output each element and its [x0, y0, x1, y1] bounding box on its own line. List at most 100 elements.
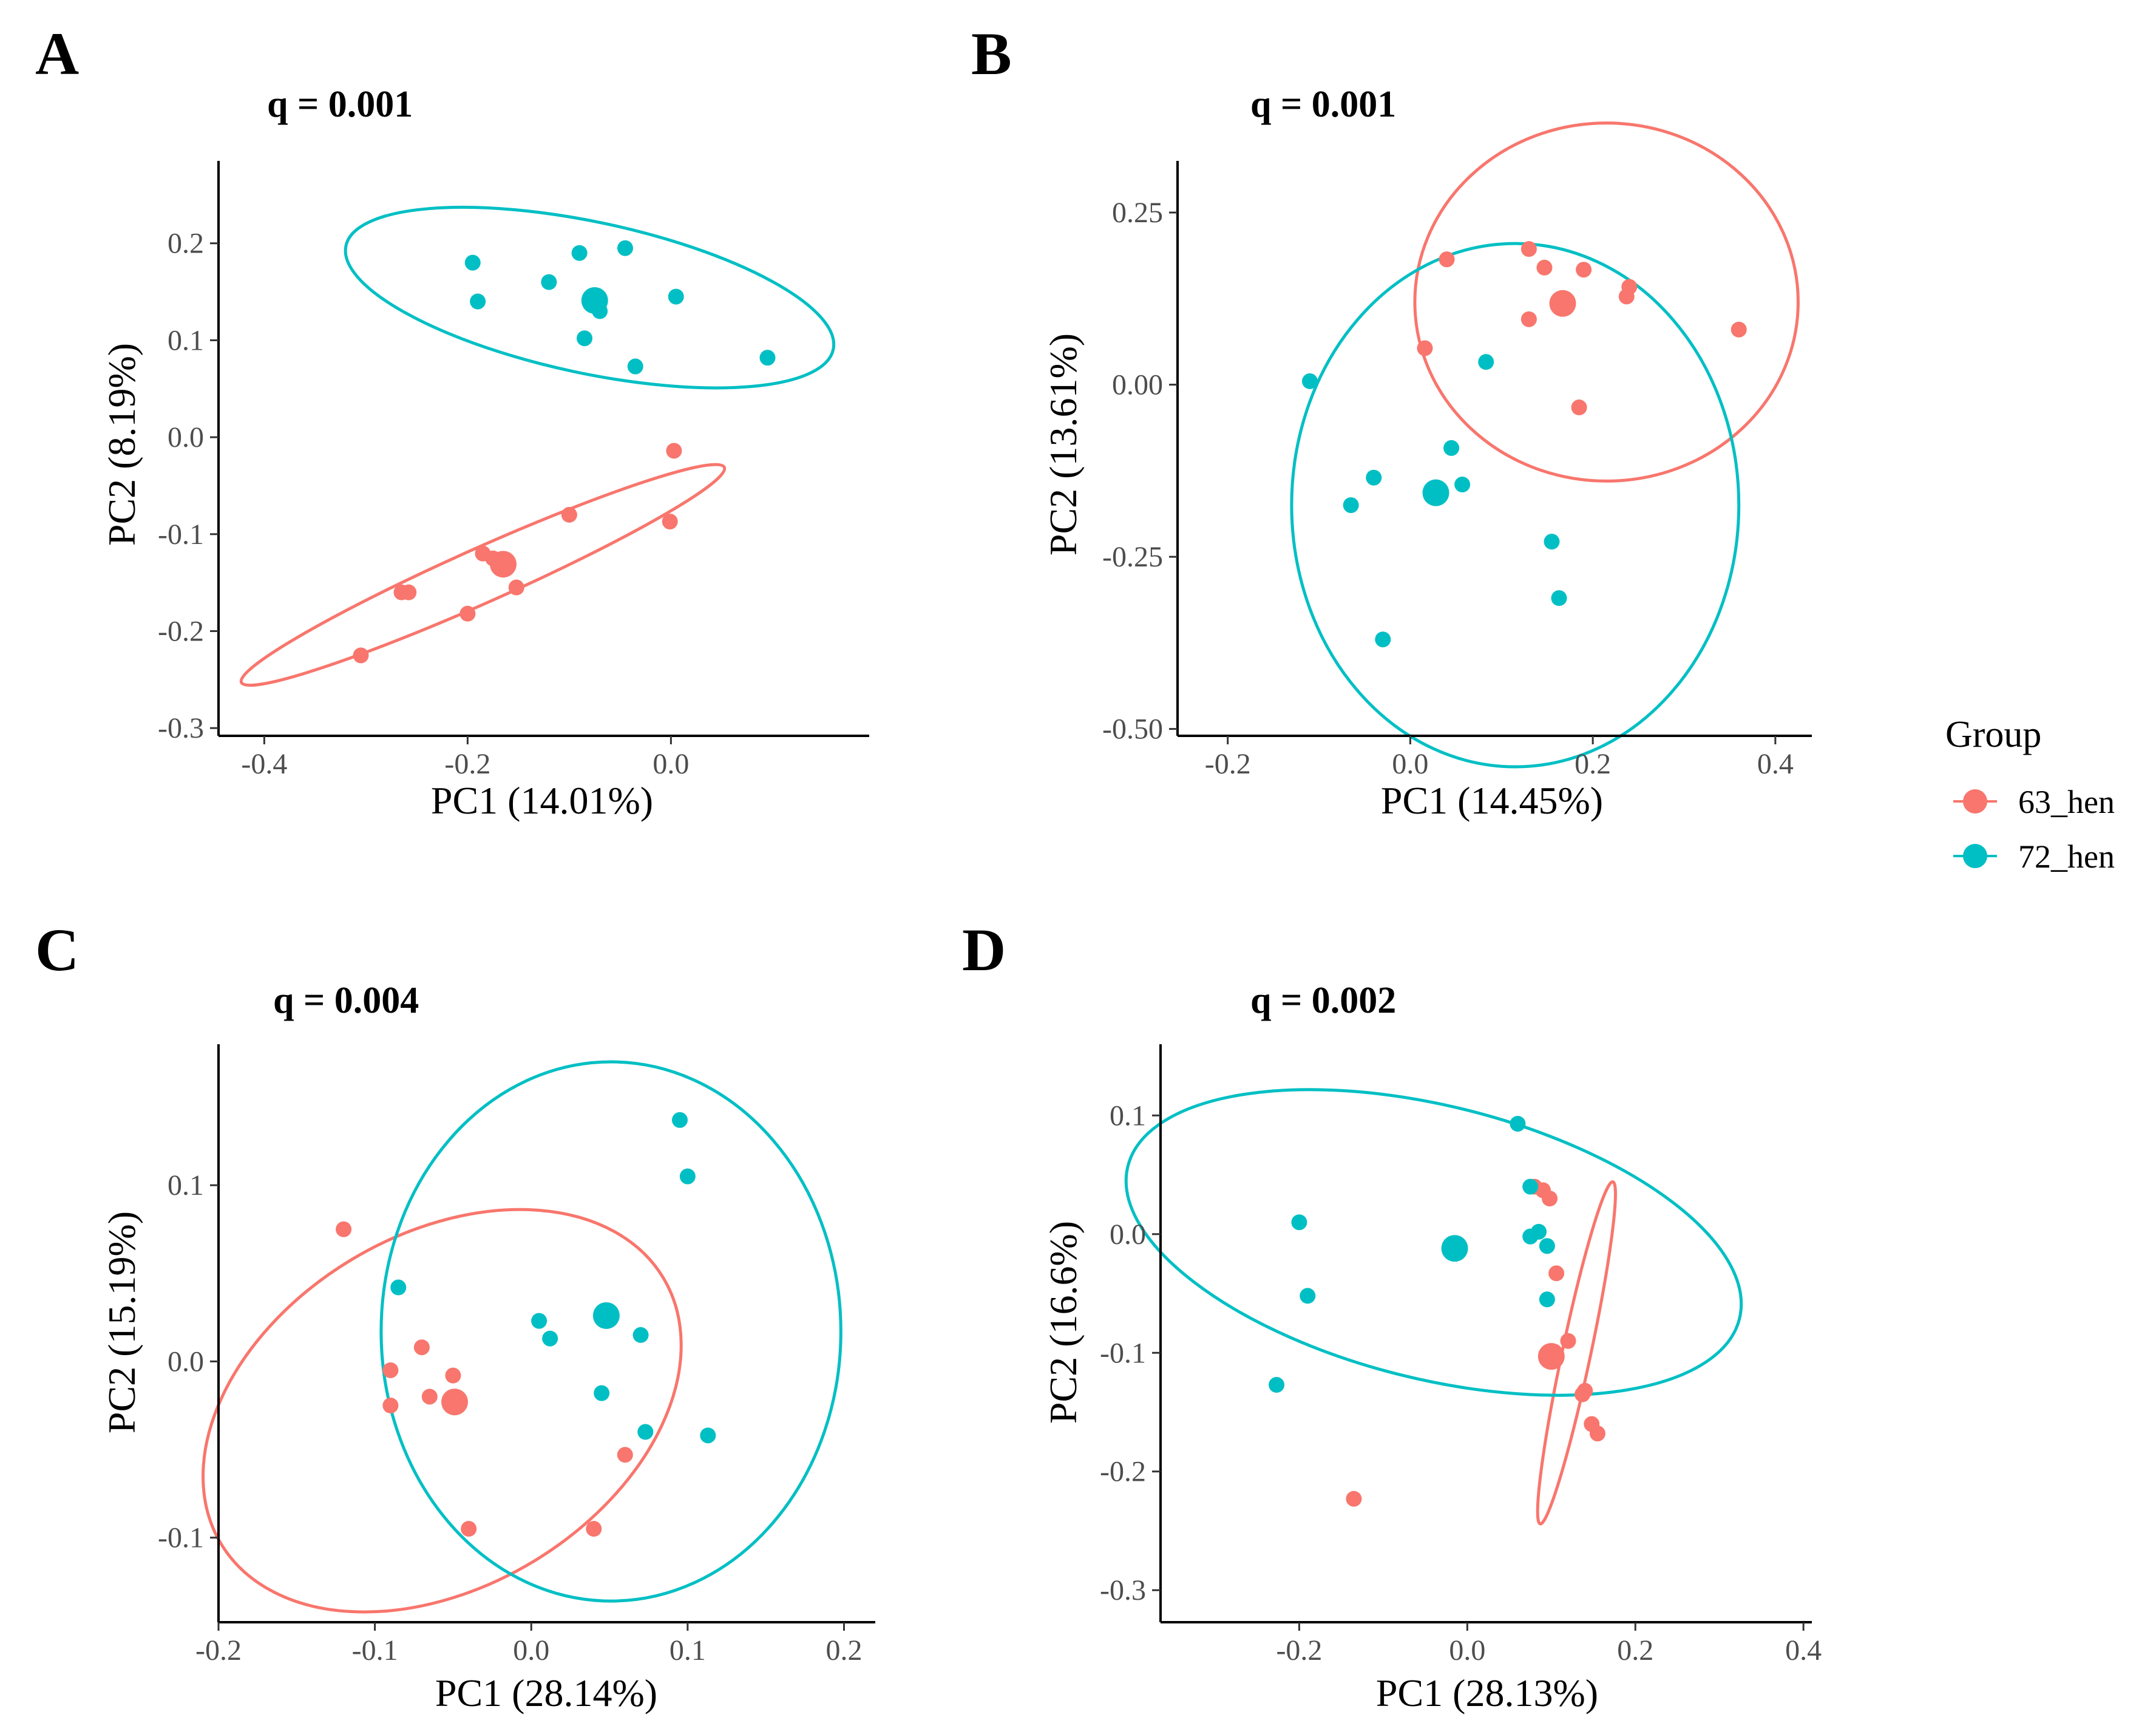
y-tick-label: -0.50 — [1102, 713, 1163, 746]
point-63-hen — [401, 584, 417, 600]
q-value-label: q = 0.002 — [1250, 980, 1396, 1021]
point-72-hen — [1454, 477, 1471, 493]
point-63-hen — [1571, 399, 1587, 416]
centroid-63-hen — [490, 551, 517, 578]
point-72-hen — [668, 288, 684, 305]
y-tick-label: -0.25 — [1102, 541, 1163, 573]
x-tick-label: -0.2 — [444, 748, 490, 780]
point-72-hen — [679, 1168, 696, 1184]
point-63-hen — [666, 443, 682, 459]
point-72-hen — [637, 1424, 654, 1440]
point-63-hen — [1589, 1426, 1605, 1442]
panel-letter: C — [35, 916, 79, 984]
ellipse-72-hen — [1290, 242, 1741, 769]
x-axis-title: PC1 (14.45%) — [1381, 779, 1603, 822]
x-tick-label: 0.4 — [1757, 748, 1794, 780]
point-63-hen — [1618, 288, 1635, 305]
panel-b: B q = 0.001 PC1 (14.45%) PC2 (13.61%) -0… — [971, 20, 1812, 822]
ellipse-63-hen — [239, 463, 727, 687]
point-72-hen — [1539, 1238, 1555, 1254]
x-axis-title: PC1 (14.01%) — [431, 779, 653, 822]
point-72-hen — [531, 1313, 547, 1329]
point-72-hen — [1302, 373, 1318, 389]
point-63-hen — [461, 1521, 477, 1537]
point-72-hen — [1522, 1178, 1539, 1195]
legend-label: 72_hen — [2018, 838, 2115, 875]
y-tick-label: 0.2 — [168, 228, 204, 260]
point-72-hen — [671, 1112, 688, 1128]
ellipse-63-hen — [1413, 121, 1800, 483]
centroid-72-hen — [581, 287, 608, 314]
panel-letter: D — [962, 916, 1006, 984]
point-63-hen — [1575, 1386, 1591, 1402]
x-tick-label: -0.2 — [1276, 1634, 1322, 1667]
point-72-hen — [571, 245, 588, 261]
point-72-hen — [1269, 1377, 1285, 1393]
centroid-72-hen — [592, 1302, 620, 1329]
point-72-hen — [700, 1427, 716, 1444]
point-63-hen — [382, 1362, 399, 1378]
y-tick-label: 0.0 — [168, 1345, 204, 1378]
q-value-label: q = 0.004 — [273, 980, 419, 1021]
centroid-63-hen — [441, 1388, 469, 1416]
q-value-label: q = 0.001 — [1250, 84, 1396, 125]
point-63-hen — [413, 1339, 430, 1356]
x-tick-label: 0.1 — [670, 1634, 706, 1667]
point-63-hen — [1542, 1191, 1558, 1207]
point-63-hen — [617, 1447, 633, 1463]
point-63-hen — [382, 1398, 399, 1413]
point-72-hen — [1522, 1228, 1539, 1245]
panel-letter: A — [35, 20, 79, 87]
point-72-hen — [1343, 497, 1359, 514]
point-72-hen — [390, 1279, 407, 1296]
x-axis-title: PC1 (28.14%) — [435, 1671, 657, 1715]
panel-d: D q = 0.002 PC1 (28.13%) PC2 (16.6%) -0.… — [962, 916, 1822, 1715]
ellipse-72-hen — [379, 1060, 842, 1603]
point-63-hen — [1560, 1333, 1576, 1349]
point-72-hen — [632, 1327, 649, 1343]
x-tick-label: 0.0 — [1392, 748, 1428, 780]
y-tick-label: -0.2 — [1100, 1456, 1146, 1488]
point-72-hen — [1300, 1288, 1316, 1304]
point-72-hen — [617, 240, 633, 256]
plot-area — [1124, 1088, 1743, 1526]
legend-title: Group — [1945, 714, 2041, 755]
legend-key-point — [1963, 844, 1987, 868]
x-tick-label: 0.2 — [1575, 748, 1611, 780]
point-63-hen — [1536, 259, 1553, 276]
point-72-hen — [1366, 469, 1382, 486]
x-tick-label: -0.2 — [1205, 748, 1251, 780]
y-tick-label: 0.25 — [1112, 197, 1163, 229]
point-72-hen — [577, 330, 592, 347]
ellipse-72-hen — [1124, 1088, 1743, 1397]
x-tick-label: -0.2 — [195, 1634, 242, 1667]
point-72-hen — [759, 350, 776, 366]
point-72-hen — [1291, 1214, 1307, 1231]
y-tick-label: -0.1 — [158, 518, 204, 551]
centroid-63-hen — [1549, 290, 1576, 317]
x-tick-label: 0.2 — [1617, 1634, 1653, 1667]
point-63-hen — [586, 1521, 602, 1537]
x-tick-label: 0.0 — [513, 1634, 549, 1667]
point-72-hen — [627, 358, 643, 375]
point-63-hen — [1417, 340, 1433, 356]
point-63-hen — [508, 579, 524, 596]
q-value-label: q = 0.001 — [267, 84, 413, 125]
y-axis-title: PC2 (13.61%) — [1042, 333, 1085, 556]
y-tick-label: -0.3 — [1100, 1574, 1146, 1606]
y-tick-label: 0.0 — [1110, 1218, 1146, 1251]
y-axis-title: PC2 (8.19%) — [100, 343, 143, 546]
centroid-63-hen — [1537, 1343, 1565, 1370]
point-63-hen — [445, 1367, 461, 1384]
point-72-hen — [1510, 1115, 1526, 1132]
centroid-72-hen — [1441, 1235, 1468, 1262]
point-63-hen — [1576, 262, 1592, 278]
y-axis-title: PC2 (15.19%) — [100, 1211, 143, 1433]
x-tick-label: -0.1 — [352, 1634, 398, 1667]
point-63-hen — [459, 605, 476, 622]
point-72-hen — [542, 1330, 558, 1347]
x-tick-label: 0.0 — [1449, 1634, 1485, 1667]
plot-area — [239, 205, 836, 687]
point-63-hen — [561, 506, 577, 523]
